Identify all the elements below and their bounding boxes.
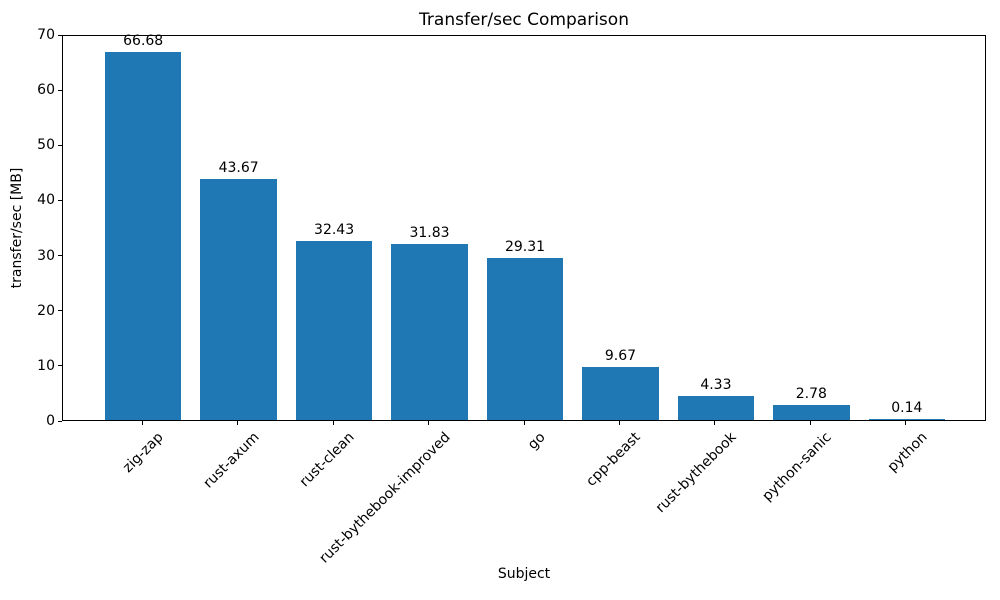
x-axis-label: Subject	[497, 566, 551, 582]
x-tick-mark	[905, 421, 907, 425]
bar-zig-zap	[105, 52, 182, 420]
y-tick-mark	[58, 420, 62, 422]
y-tick-label: 10	[37, 357, 55, 374]
x-tick-mark	[332, 421, 334, 425]
x-tick-mark	[428, 421, 430, 425]
bar-value-label: 4.33	[700, 377, 732, 394]
bar-value-label: 29.31	[504, 239, 546, 256]
bar-python	[868, 419, 945, 420]
chart-title: Transfer/sec Comparison	[419, 10, 629, 30]
y-tick-label: 70	[37, 27, 55, 43]
y-tick-label: 60	[37, 82, 55, 99]
bar-rust-clean	[295, 241, 373, 420]
bar-value-label: 2.78	[795, 385, 827, 402]
bar-value-label: 9.67	[604, 347, 637, 364]
bar-value-label: 43.67	[218, 160, 259, 177]
y-tick-label: 40	[37, 192, 55, 209]
bar-value-label: 66.68	[123, 33, 164, 50]
y-tick-mark	[58, 199, 62, 201]
bar-rust-axum	[200, 179, 277, 420]
plot-area: 66.68 43.67 32.43 31.83 29.31 9.67 4.33 2.78 0.1…	[62, 33, 986, 421]
bar-python-sanic	[773, 404, 850, 420]
x-tick-mark	[141, 421, 143, 425]
x-tick-mark	[714, 421, 716, 425]
y-tick-mark	[58, 365, 62, 367]
y-tick-label: 0	[46, 413, 55, 429]
y-tick-mark	[58, 34, 62, 36]
x-tick-mark	[809, 421, 811, 425]
bar-go	[486, 258, 564, 420]
bar-rust-bythebook-improved	[391, 244, 468, 420]
y-tick-label: 30	[37, 247, 55, 264]
x-tick-mark	[523, 421, 525, 425]
y-tick-mark	[58, 89, 62, 91]
bar-value-label: 32.43	[314, 222, 355, 239]
y-tick-label: 20	[37, 302, 55, 319]
y-tick-label: 50	[37, 137, 55, 154]
y-axis-label: transfer/sec [MB]	[9, 167, 25, 289]
y-tick-mark	[58, 255, 62, 257]
bar-value-label: 0.14	[891, 400, 923, 416]
bar-value-label: 31.83	[409, 225, 450, 242]
bar-cpp-beast	[582, 366, 659, 420]
x-tick-mark	[237, 421, 239, 425]
y-tick-mark	[58, 144, 62, 146]
y-tick-mark	[58, 310, 62, 312]
x-tick-mark	[618, 421, 620, 425]
bar-rust-bythebook	[677, 396, 755, 420]
